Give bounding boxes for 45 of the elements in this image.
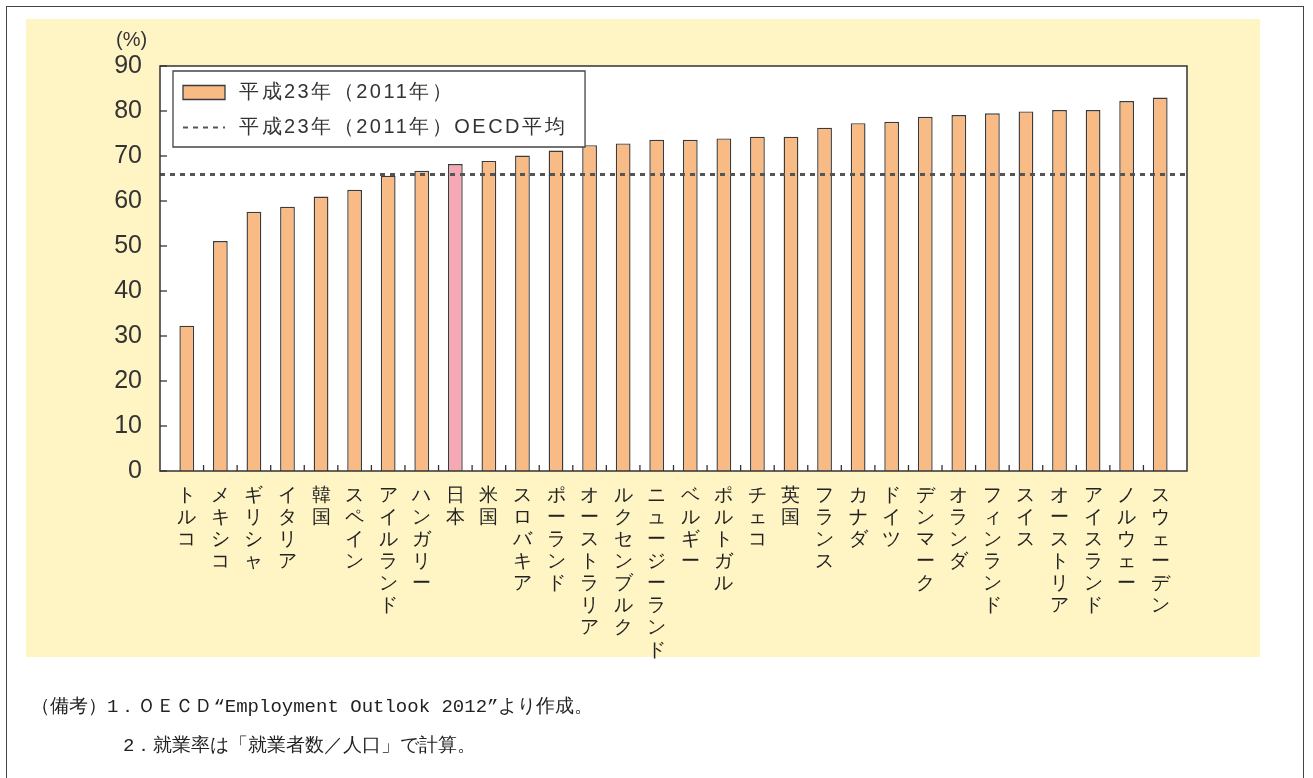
x-tick-label: ポルトガル	[714, 484, 735, 594]
y-tick-label: 90	[114, 49, 142, 78]
x-tick-label: スロバキア	[511, 484, 533, 594]
x-tick-label: オーストラリア	[580, 484, 600, 638]
x-tick-label: 日本	[445, 484, 465, 528]
y-tick-label: 50	[114, 229, 142, 258]
x-tick-label: フランス	[815, 484, 835, 572]
legend-label: 平成23年（2011年）	[239, 80, 455, 103]
y-tick-label: 80	[114, 94, 142, 123]
x-tick-label: ニュージーランド	[647, 484, 667, 660]
x-tick-label: アイルランド	[378, 484, 398, 616]
x-tick-label: メキシコ	[210, 484, 230, 572]
y-tick-label: 10	[114, 409, 142, 438]
x-tick-label: オーストリア	[1050, 484, 1070, 616]
x-tick-label: ベルギー	[680, 484, 700, 572]
legend-label: 平成23年（2011年）OECD平均	[239, 115, 568, 138]
y-axis-title: (%)	[116, 27, 148, 50]
x-tick-label: フィンランド	[982, 484, 1002, 616]
x-tick-label: スウェーデン	[1150, 484, 1171, 616]
x-tick-label: スイス	[1016, 484, 1036, 550]
y-tick-label: 20	[114, 364, 142, 393]
y-tick-label: 60	[114, 184, 142, 213]
x-tick-label: 英国	[781, 484, 801, 528]
x-tick-label: チェコ	[747, 484, 767, 550]
text: 2．就業率は「就業者数／人口」で計算。	[123, 734, 477, 758]
x-tick-label: ハンガリー	[411, 484, 433, 594]
x-tick-label: イタリア	[277, 484, 297, 572]
x-tick-label: 韓国	[311, 484, 331, 528]
x-tick-label: ルクセンブルク	[613, 484, 634, 638]
x-tick-label: カナダ	[848, 484, 869, 550]
y-tick-label: 30	[114, 319, 142, 348]
x-tick-label: アイスランド	[1083, 484, 1103, 616]
x-tick-label: オランダ	[949, 484, 970, 572]
x-tick-label: ギリシャ	[244, 484, 264, 572]
x-tick-label: 米国	[479, 484, 499, 528]
x-tick-label: ポーランド	[546, 484, 566, 594]
x-tick-label: ノルウェー	[1117, 484, 1137, 594]
x-tick-label: ドイツ	[882, 484, 902, 550]
text: （備考）1．ＯＥＣＤ“Employment Outlook 2012”より作成。	[31, 695, 594, 719]
x-tick-label: スペイン	[345, 484, 365, 572]
y-tick-label: 70	[114, 139, 142, 168]
x-tick-label: デンマーク	[915, 484, 936, 594]
y-tick-label: 40	[114, 274, 142, 303]
x-tick-label: トルコ	[177, 484, 197, 550]
y-tick-label: 0	[128, 454, 142, 483]
